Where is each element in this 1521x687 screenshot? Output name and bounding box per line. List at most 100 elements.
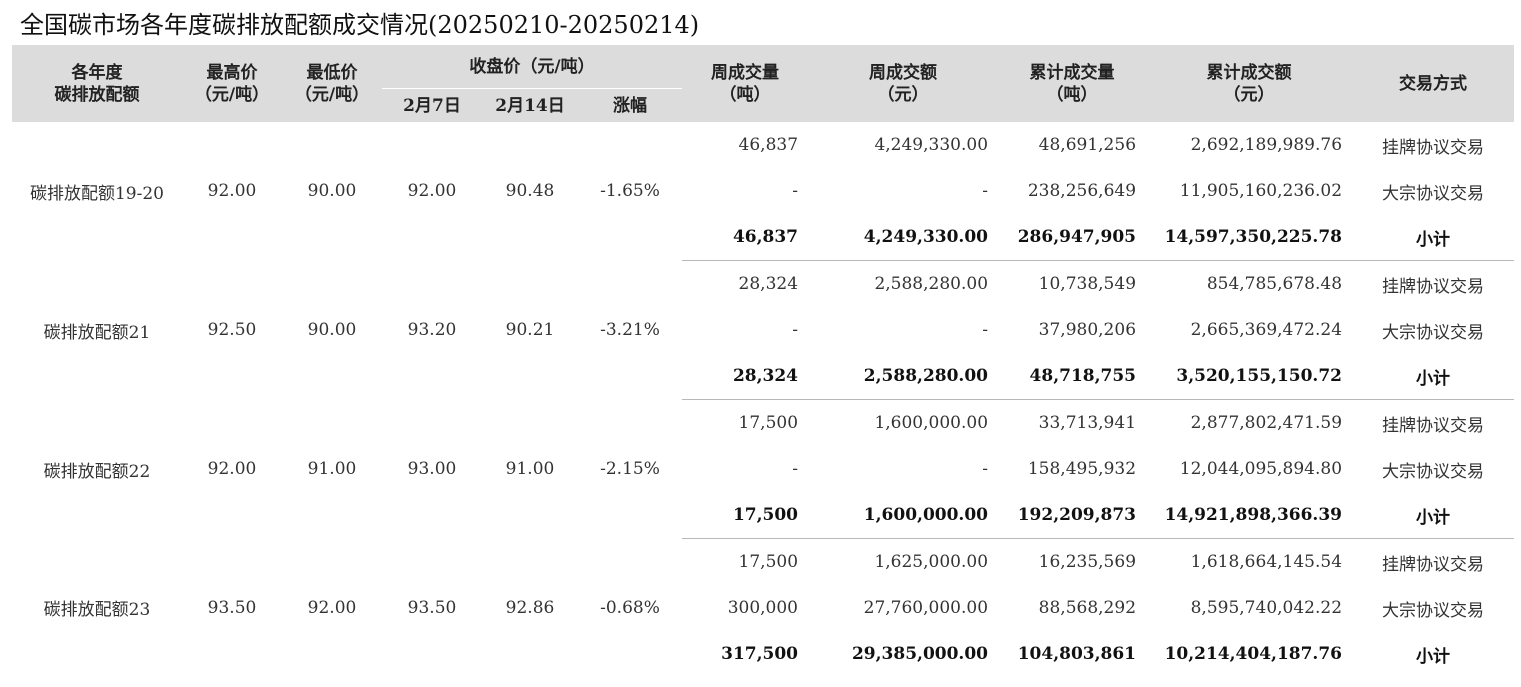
weekly-amount: 1,600,000.00: [808, 492, 999, 539]
trading-method: 小计: [1416, 646, 1451, 667]
cumulative-amount: 1,618,664,145.54: [1190, 552, 1343, 572]
close-price-feb7: 93.50: [407, 597, 457, 618]
weekly-volume: 300,000: [727, 598, 799, 618]
table-body: 碳排放配额19-20 92.00 90.00 92.00 90.48 -1.65% 46,8…: [12, 122, 1515, 677]
weekly-amount: 1,625,000.00: [874, 552, 989, 572]
high-price: 93.50: [207, 597, 257, 618]
header-cumulative-volume: 累计成交量 （吨）: [998, 45, 1147, 122]
cumulative-volume: 10,738,549: [1038, 274, 1137, 294]
header-high-price: 最高价 （元/吨）: [182, 45, 282, 122]
weekly-amount: 4,249,330.00: [808, 214, 999, 261]
trading-method: 大宗协议交易: [1382, 322, 1485, 343]
table-header: 各年度 碳排放配额 最高价 （元/吨） 最低价 （元/吨） 收盘价（元/吨） 周…: [12, 45, 1515, 122]
cumulative-volume: 16,235,569: [1038, 552, 1137, 572]
trading-method: 挂牌协议交易: [1382, 137, 1485, 158]
page-title: 全国碳市场各年度碳排放配额成交情况(20250210-20250214): [20, 11, 700, 39]
table-row: - - 158,495,932 12,044,095,894.80 大宗协议交易: [12, 446, 1514, 492]
cumulative-amount: 10,214,404,187.76: [1164, 644, 1343, 664]
weekly-amount: 27,760,000.00: [863, 598, 989, 618]
cumulative-amount: 11,905,160,236.02: [1179, 181, 1343, 201]
cumulative-volume: 48,718,755: [998, 353, 1147, 400]
header-trading-method: 交易方式: [1352, 45, 1515, 122]
close-price-feb7: 92.00: [407, 181, 457, 202]
high-price: 92.00: [207, 459, 257, 479]
cumulative-amount: 2,877,802,471.59: [1190, 413, 1343, 433]
cumulative-volume: 37,980,206: [1038, 320, 1137, 340]
trading-method: 大宗协议交易: [1382, 461, 1485, 482]
header-close-price-group: 收盘价（元/吨）: [382, 45, 683, 89]
weekly-volume: 17,500: [738, 413, 799, 433]
allowance-name: 碳排放配额22: [43, 461, 151, 482]
cumulative-amount: 8,595,740,042.22: [1190, 598, 1343, 618]
price-change: -0.68%: [600, 597, 660, 618]
cumulative-amount: 2,665,369,472.24: [1190, 320, 1343, 340]
weekly-volume: -: [792, 320, 799, 340]
weekly-volume: -: [792, 459, 799, 479]
weekly-amount: 1,600,000.00: [874, 413, 989, 433]
table-row: 碳排放配额19-20 92.00 90.00 92.00 90.48 -1.65% 46,8…: [12, 122, 1514, 204]
header-weekly-volume: 周成交量 （吨）: [682, 45, 809, 122]
trading-method: 挂牌协议交易: [1382, 276, 1485, 297]
header-close-feb7: 2月7日: [382, 88, 482, 122]
cumulative-amount: 12,044,095,894.80: [1179, 459, 1343, 479]
close-price-feb14: 90.21: [505, 320, 555, 340]
cumulative-amount: 14,921,898,366.39: [1146, 492, 1353, 539]
cumulative-amount: 854,785,678.48: [1206, 274, 1343, 294]
header-category: 各年度 碳排放配额: [12, 45, 182, 122]
weekly-amount: 4,249,330.00: [874, 135, 989, 155]
price-change: -3.21%: [600, 320, 660, 340]
header-low-price: 最低价 （元/吨）: [282, 45, 382, 122]
close-price-feb7: 93.20: [407, 320, 457, 340]
cumulative-volume: 104,803,861: [1017, 644, 1137, 664]
weekly-volume: -: [792, 181, 799, 201]
close-price-feb14: 91.00: [505, 459, 555, 479]
weekly-amount: 2,588,280.00: [874, 274, 989, 294]
price-change: -2.15%: [600, 459, 660, 479]
allowance-name: 碳排放配额21: [43, 322, 151, 343]
cumulative-amount: 14,597,350,225.78: [1146, 214, 1353, 261]
cumulative-volume: 88,568,292: [1038, 598, 1137, 618]
subtotal-row: 17,500 1,600,000.00 192,209,873 14,921,898,…: [12, 492, 1515, 539]
high-price: 92.50: [207, 320, 257, 340]
cumulative-volume: 286,947,905: [998, 214, 1147, 261]
weekly-volume: 17,500: [682, 492, 809, 539]
subtotal-row: 28,324 2,588,280.00 48,718,755 3,520,155,15…: [12, 353, 1515, 400]
table-row: 300,000 27,760,000.00 88,568,292 8,595,740,…: [12, 585, 1514, 631]
trading-method: 小计: [1352, 492, 1515, 539]
weekly-volume: 317,500: [721, 644, 799, 664]
weekly-amount: 29,385,000.00: [851, 644, 989, 664]
cumulative-volume: 192,209,873: [998, 492, 1147, 539]
table-row: - - 238,256,649 11,905,160,236.02 大宗协议交易: [12, 168, 1514, 214]
allowance-name: 碳排放配额19-20: [29, 183, 164, 204]
close-price-feb14: 92.86: [505, 597, 555, 618]
trading-method: 挂牌协议交易: [1382, 554, 1485, 575]
low-price: 92.00: [307, 597, 357, 618]
subtotal-row: 317,500 29,385,000.00 104,803,861 10,214,40…: [12, 631, 1514, 677]
trading-method: 小计: [1352, 214, 1515, 261]
low-price: 91.00: [307, 459, 357, 479]
carbon-trading-table: 各年度 碳排放配额 最高价 （元/吨） 最低价 （元/吨） 收盘价（元/吨） 周…: [12, 45, 1515, 677]
weekly-amount: 2,588,280.00: [808, 353, 999, 400]
price-change: -1.65%: [600, 181, 660, 202]
cumulative-amount: 3,520,155,150.72: [1146, 353, 1353, 400]
low-price: 90.00: [307, 320, 357, 340]
weekly-volume: 46,837: [682, 214, 809, 261]
table-row: 碳排放配额21 92.50 90.00 93.20 90.21 -3.21% 28,324 2…: [12, 261, 1514, 343]
trading-method: 大宗协议交易: [1382, 600, 1485, 621]
trading-method: 大宗协议交易: [1382, 183, 1485, 204]
allowance-name: 碳排放配额23: [43, 600, 151, 621]
cumulative-volume: 48,691,256: [1038, 135, 1137, 155]
header-close-feb14: 2月14日: [482, 88, 578, 122]
trading-method: 挂牌协议交易: [1382, 415, 1485, 436]
header-cumulative-amount: 累计成交额 （元）: [1146, 45, 1353, 122]
low-price: 90.00: [307, 181, 357, 202]
cumulative-volume: 33,713,941: [1038, 413, 1137, 433]
cumulative-amount: 2,692,189,989.76: [1190, 135, 1343, 155]
cumulative-volume: 238,256,649: [1027, 181, 1137, 201]
cumulative-volume: 158,495,932: [1027, 459, 1137, 479]
weekly-volume: 17,500: [738, 552, 799, 572]
weekly-amount: -: [982, 181, 989, 201]
header-change: 涨幅: [578, 88, 683, 122]
weekly-volume: 46,837: [738, 135, 799, 155]
weekly-amount: -: [982, 459, 989, 479]
